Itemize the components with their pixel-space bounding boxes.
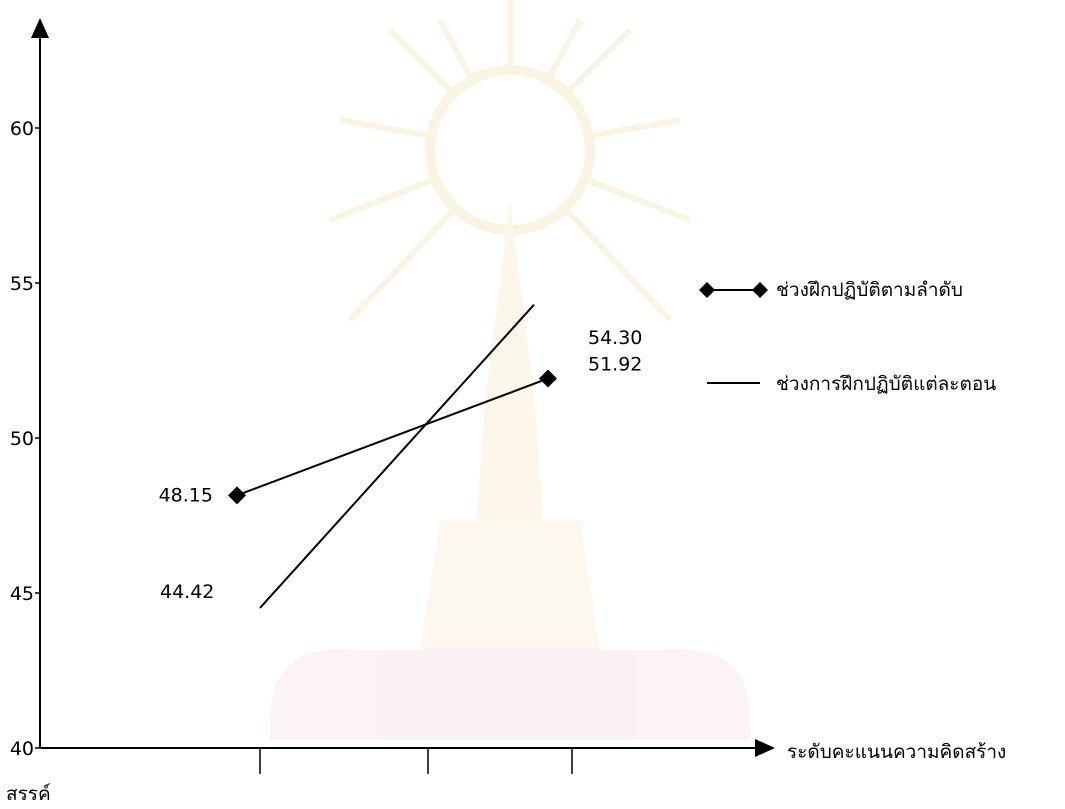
- axes: [31, 18, 775, 757]
- x-axis-label-line-2: สรรค์: [6, 783, 51, 805]
- series-layer: [228, 304, 557, 609]
- data-label: 44.42: [160, 581, 214, 603]
- y-tick-label: 50: [10, 428, 34, 450]
- x-axis-label-line-1: ระดับคะแนนความคิดสร้าง: [787, 741, 1006, 763]
- legend: ช่วงฝึกปฏิบัติตามลำดับ ช่วงการฝึกปฏิบัติ…: [699, 279, 996, 395]
- data-label: 51.92: [588, 353, 642, 375]
- y-tick-label: 40: [10, 738, 34, 760]
- data-label: 54.30: [588, 327, 642, 349]
- legend-label-series-2: ช่วงการฝึกปฏิบัติแต่ละตอน: [776, 373, 996, 395]
- y-tick-label: 60: [10, 118, 34, 140]
- legend-marker-series-1b: [752, 282, 768, 298]
- y-axis-arrow: [31, 18, 49, 38]
- ticks: 40 45 50 55 60: [10, 118, 573, 774]
- series-1-marker: [539, 369, 557, 388]
- x-axis-arrow: [755, 739, 775, 757]
- y-tick-label: 55: [10, 273, 34, 295]
- series-2-line: [259, 304, 535, 609]
- watermark-emblem: [270, 0, 750, 740]
- legend-marker-series-1a: [699, 282, 715, 298]
- y-tick-label: 45: [10, 583, 34, 605]
- series-1-marker: [228, 486, 246, 505]
- series-1-line: [236, 377, 549, 497]
- data-labels: 48.15 51.92 44.42 54.30: [159, 327, 643, 603]
- data-label: 48.15: [159, 484, 213, 506]
- legend-label-series-1: ช่วงฝึกปฏิบัติตามลำดับ: [776, 279, 963, 301]
